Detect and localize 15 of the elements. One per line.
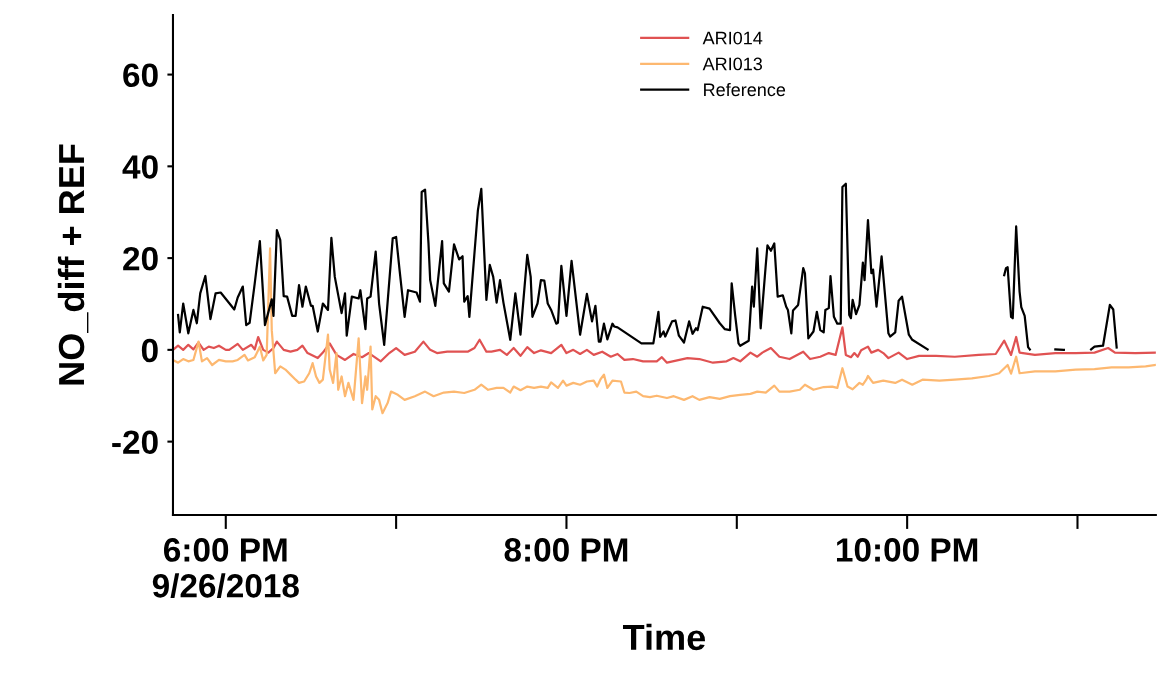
- y-tick-label: 40: [122, 155, 158, 179]
- x-tick-label: 10:00 PM: [836, 538, 978, 562]
- x-tick-label: 6:00 PM 9/26/2018: [152, 538, 299, 598]
- line-series: [172, 326, 1156, 364]
- y-tick-label: 20: [123, 246, 158, 271]
- y-tick-label: -20: [112, 430, 158, 455]
- legend-label: ARI014: [702, 31, 763, 45]
- y-tick-label: 0: [141, 338, 158, 363]
- y-axis-title: NO_diff + REF: [57, 144, 89, 385]
- x-tick-label: 8:00 PM: [504, 538, 628, 562]
- y-tick-label: 60: [123, 63, 158, 87]
- legend-label: ARI013: [702, 57, 763, 71]
- legend-label: Reference: [704, 82, 786, 97]
- line-series: [172, 247, 1156, 415]
- x-axis-title: Time: [622, 623, 705, 651]
